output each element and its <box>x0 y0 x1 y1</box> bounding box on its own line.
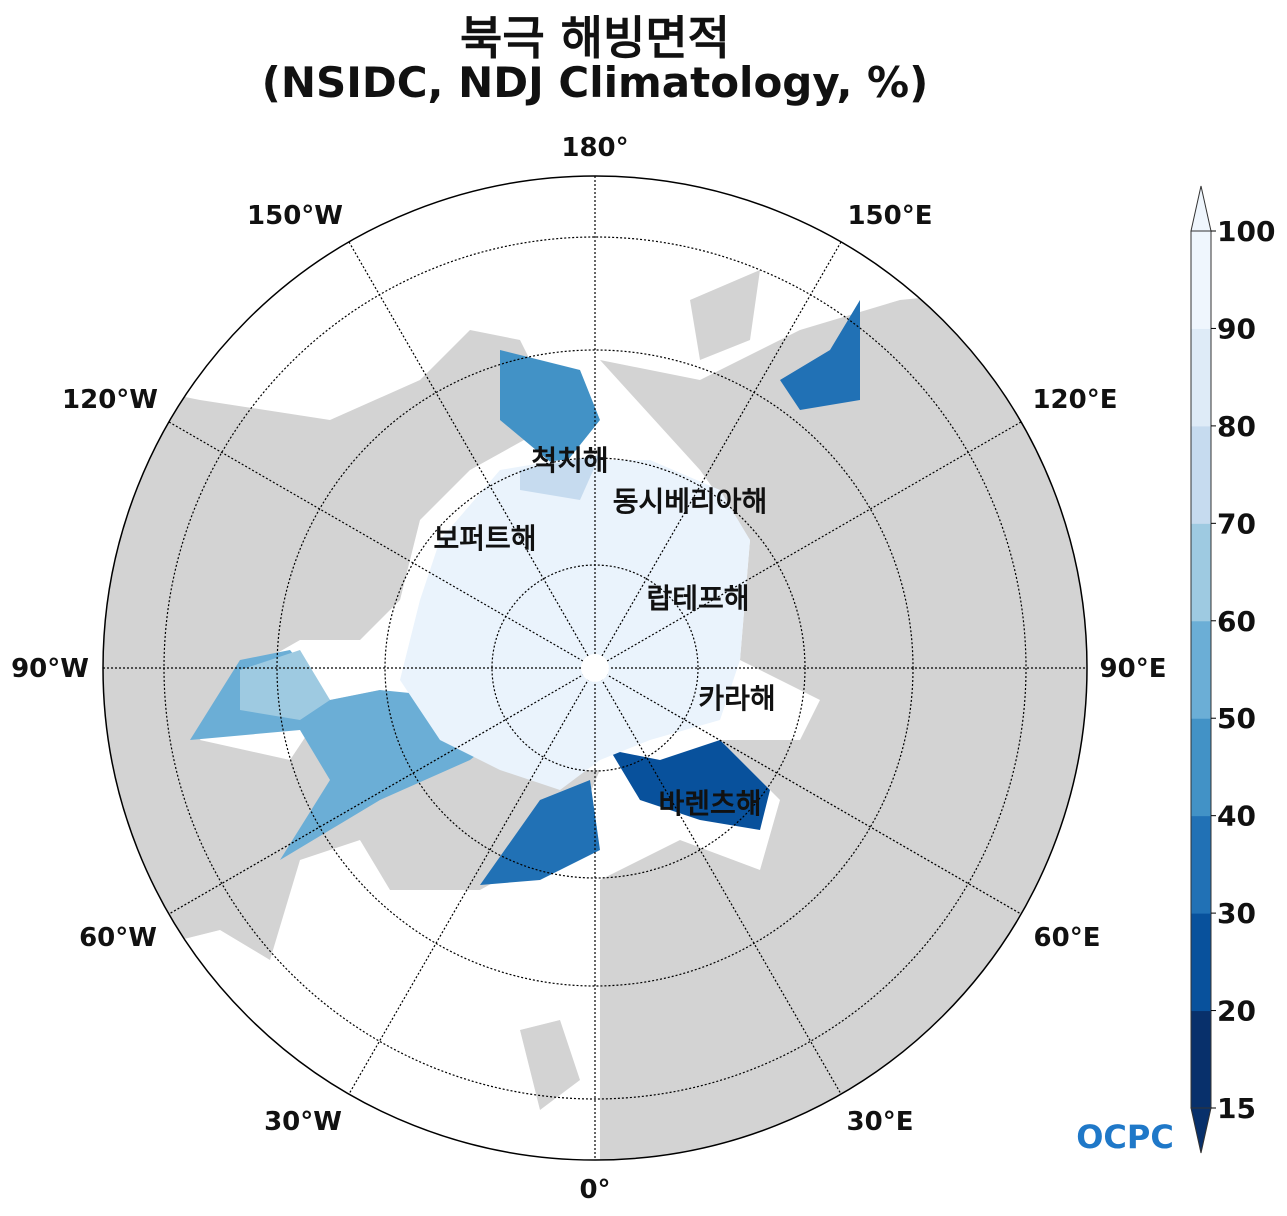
colorbar-tick-label: 80 <box>1217 410 1256 443</box>
lon-label: 60°E <box>1034 923 1101 953</box>
lon-label: 180° <box>561 133 628 163</box>
colorbar-segment <box>1191 913 1211 1012</box>
lon-label: 30°E <box>847 1107 914 1137</box>
colorbar-segment <box>1191 718 1211 817</box>
lon-label: 90°W <box>11 654 89 684</box>
colorbar-segment <box>1191 620 1211 719</box>
colorbar-tick-label: 90 <box>1217 312 1256 345</box>
colorbar-tick-label: 20 <box>1217 995 1256 1028</box>
sea-label-chukchi: 척치해 <box>531 444 608 477</box>
sea-ice <box>190 300 860 885</box>
map-boundary <box>102 175 1088 1161</box>
colorbar-segment <box>1191 523 1211 622</box>
lon-label: 90°E <box>1100 654 1167 684</box>
sea-label-kara: 카라해 <box>698 682 775 715</box>
colorbar-segment <box>1191 231 1211 329</box>
colorbar-tick-label: 60 <box>1217 605 1256 638</box>
colorbar-segment <box>1191 328 1211 427</box>
lon-label: 60°W <box>79 923 157 953</box>
sea-label-barents: 바렌츠해 <box>658 787 761 820</box>
lon-label: 120°W <box>62 385 158 415</box>
map-title: 북극 해빙면적 <box>460 11 730 65</box>
lon-label: 0° <box>579 1175 610 1205</box>
colorbar-extend-max <box>1190 185 1212 232</box>
colorbar-segment <box>1191 425 1211 524</box>
colorbar-segment <box>1191 1010 1211 1109</box>
colorbar-tick-label: 100 <box>1217 215 1275 248</box>
lon-label: 150°E <box>847 201 932 231</box>
colorbar-tick-label: 30 <box>1217 897 1256 930</box>
ocpc-logo: OCPC <box>1076 1118 1174 1156</box>
lon-label: 30°W <box>264 1107 342 1137</box>
sea-label-east-siberian: 동시베리아해 <box>613 485 768 518</box>
map-subtitle: (NSIDC, NDJ Climatology, %) <box>261 58 929 107</box>
colorbar-tick-label: 40 <box>1217 800 1256 833</box>
colorbar-tick-label: 15 <box>1217 1092 1256 1125</box>
colorbar-tick-label: 50 <box>1217 702 1256 735</box>
colorbar-segment <box>1191 815 1211 914</box>
sea-label-laptev: 랍테프해 <box>646 582 749 615</box>
colorbar-extend-min <box>1190 1107 1212 1154</box>
colorbar-frame <box>1190 230 1212 1109</box>
graticule <box>103 176 1087 1160</box>
colorbar-tick-label: 70 <box>1217 507 1256 540</box>
colorbar: 15 20 30 40 50 60 70 80 90 100 <box>1190 185 1275 1154</box>
sea-label-beaufort: 보퍼트해 <box>433 522 536 555</box>
lon-label: 120°E <box>1032 385 1117 415</box>
lon-label: 150°W <box>247 201 343 231</box>
